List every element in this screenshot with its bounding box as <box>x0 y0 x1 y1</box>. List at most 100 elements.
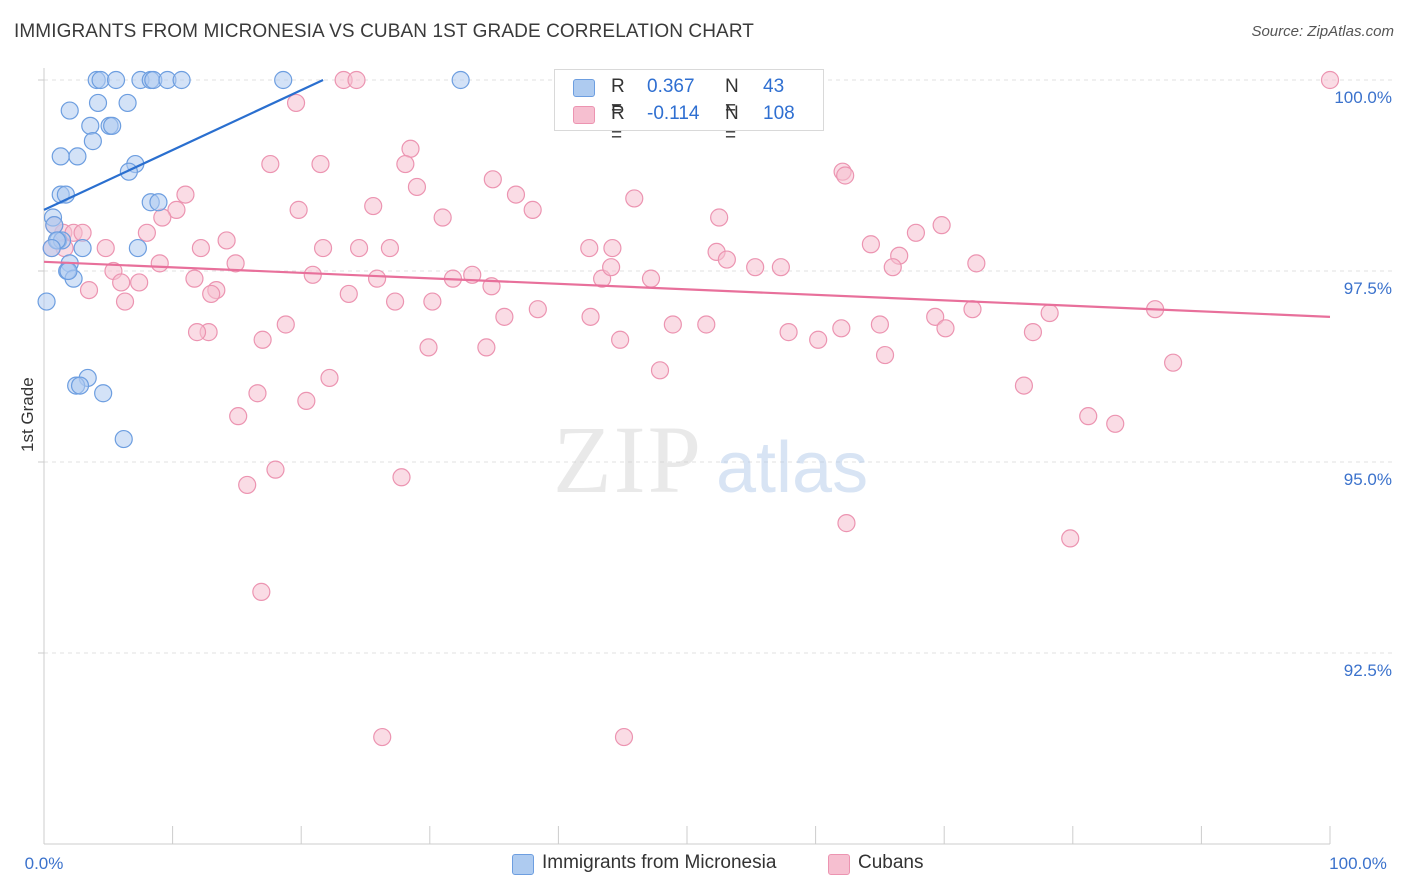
watermark-zip: ZIP <box>553 406 703 513</box>
cubans-point <box>385 292 405 311</box>
cubans-point <box>1164 353 1183 372</box>
micronesia-point <box>73 238 92 258</box>
cubans-point <box>528 300 547 319</box>
cubans-point <box>771 258 790 277</box>
legend-label: Cubans <box>858 852 924 873</box>
cubans-point <box>401 139 420 158</box>
y-tick-label: 92.5% <box>1344 661 1392 680</box>
cubans-point <box>836 166 855 185</box>
cubans-point <box>837 514 856 533</box>
micronesia-point <box>88 93 108 113</box>
micronesia-point <box>70 376 90 395</box>
cubans-point <box>313 238 333 258</box>
cubans-point <box>311 154 330 174</box>
cubans-point <box>407 177 427 197</box>
watermark-atlas: atlas <box>716 428 868 508</box>
stats-box: R = 0.367 N = 43 R = -0.114 N = 108 <box>554 69 824 146</box>
cubans-point <box>746 258 765 277</box>
legend-label: Immigrants from Micronesia <box>542 852 777 873</box>
micronesia-trend-line <box>43 79 324 211</box>
cubans-point <box>187 323 207 342</box>
cubans-point <box>423 292 442 311</box>
cubans-point <box>477 338 496 357</box>
cubans-point <box>396 154 415 174</box>
micronesia-point <box>91 70 110 90</box>
cubans-point <box>641 269 661 288</box>
cubans-point <box>373 727 392 747</box>
legend-swatch-blue <box>512 854 534 875</box>
cubans-point <box>202 284 221 304</box>
legend-swatch-pink <box>828 854 850 875</box>
pink-swatch <box>573 106 595 124</box>
cubans-point <box>1061 529 1080 548</box>
cubans-point <box>380 238 400 258</box>
cubans-point <box>717 250 736 269</box>
cubans-point <box>176 185 195 204</box>
cubans-point <box>1023 323 1043 342</box>
micronesia-point <box>42 238 61 258</box>
micronesia-point <box>94 384 113 403</box>
cubans-point <box>286 93 306 113</box>
r-value: 0.367 <box>647 76 695 97</box>
cubans-point <box>130 273 149 292</box>
micronesia-point <box>59 261 78 281</box>
r-label: R = <box>611 76 625 119</box>
micronesia-point <box>103 116 122 135</box>
cubans-point <box>603 238 622 258</box>
cubans-point <box>963 300 982 319</box>
n-label: N = <box>725 76 739 119</box>
micronesia-point <box>114 429 133 449</box>
x-tick-label: 0.0% <box>25 854 64 873</box>
cubans-point <box>506 185 526 204</box>
micronesia-point <box>83 132 102 151</box>
cubans-point <box>79 281 99 300</box>
y-tick-label: 95.0% <box>1344 470 1392 489</box>
cubans-point <box>870 315 890 334</box>
n-value: 108 <box>763 103 795 124</box>
micronesia-point <box>51 147 70 166</box>
cubans-point <box>150 254 169 273</box>
y-axis-label: 1st Grade <box>18 377 37 452</box>
cubans-point <box>1040 303 1059 323</box>
cubans-point <box>581 307 600 326</box>
cubans-point <box>419 338 438 357</box>
cubans-point <box>483 170 502 189</box>
micronesia-point <box>119 162 138 181</box>
x-tick-label: 100.0% <box>1329 854 1387 873</box>
trend-layer <box>43 79 1331 318</box>
cubans-point <box>433 208 452 227</box>
cubans-point <box>611 330 630 349</box>
cubans-point <box>303 265 322 284</box>
micronesia-point <box>60 101 79 120</box>
micronesia-point <box>68 147 87 166</box>
cubans-point <box>832 319 851 338</box>
cubans-point <box>614 727 634 747</box>
cubans-point <box>936 319 955 338</box>
grid-layer <box>44 79 1394 654</box>
cubans-point <box>248 384 267 403</box>
cubans-point <box>625 189 644 208</box>
cubans-point <box>1106 414 1125 433</box>
cubans-point <box>266 460 285 479</box>
cubans-point <box>495 307 514 326</box>
cubans-point <box>96 238 115 258</box>
cubans-point <box>809 330 828 349</box>
cubans-point <box>253 330 272 349</box>
cubans-point <box>650 361 670 380</box>
cubans-point <box>367 269 387 288</box>
cubans-point <box>663 315 682 334</box>
cubans-point <box>710 208 729 227</box>
cubans-point <box>167 200 186 219</box>
cubans-point <box>875 345 895 365</box>
n-value: 43 <box>763 76 785 97</box>
y-tick-label: 100.0% <box>1334 88 1392 107</box>
r-label: R = <box>611 103 625 146</box>
cubans-point <box>1014 376 1034 395</box>
cubans-point <box>906 223 926 242</box>
cubans-point <box>339 284 358 304</box>
micronesia-point <box>149 193 168 212</box>
cubans-point <box>137 223 156 242</box>
cubans-point <box>226 254 245 273</box>
cubans-point <box>276 315 295 334</box>
cubans-point <box>1320 70 1340 90</box>
